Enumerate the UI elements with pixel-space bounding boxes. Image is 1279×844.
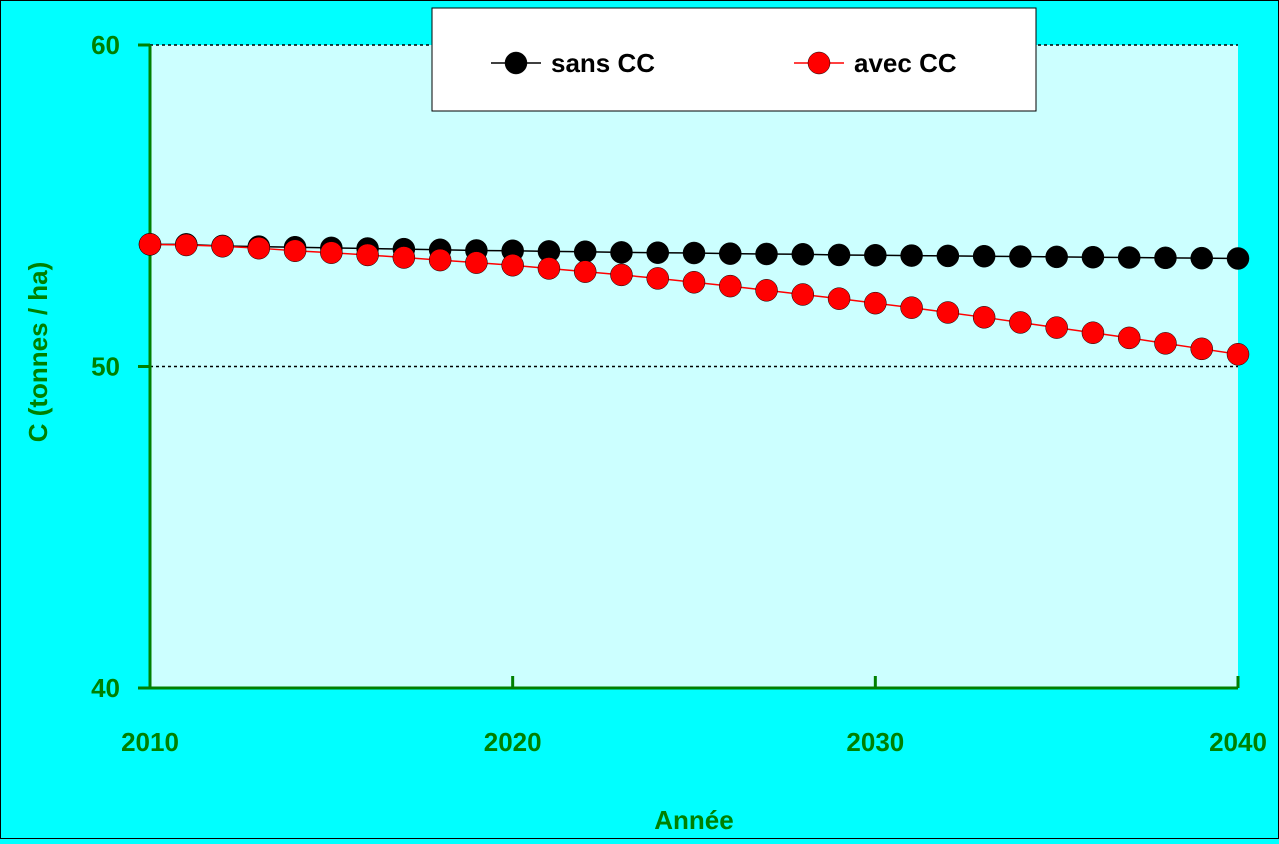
data-point-avec-cc-2010: [138, 233, 162, 256]
data-point-sans-cc-2023: [610, 241, 633, 264]
data-point-avec-cc-2027: [755, 279, 778, 302]
data-point-sans-cc-2026: [719, 242, 742, 265]
data-point-avec-cc-2018: [428, 248, 452, 272]
grid-lines: [150, 44, 1238, 368]
data-point-sans-cc-2036: [1081, 245, 1105, 269]
data-point-sans-cc-2037: [1117, 246, 1141, 269]
x-tick-label-2010: 2010: [121, 727, 179, 757]
axes: 40 50 60 2010 2020 2030 2040: [91, 30, 1267, 757]
data-point-avec-cc-2011: [175, 233, 198, 257]
data-point-avec-cc-2013: [247, 236, 271, 260]
x-tick-label-2040: 2040: [1209, 727, 1267, 757]
data-point-sans-cc-2032: [936, 244, 960, 268]
x-tick-label-2020: 2020: [484, 727, 542, 757]
data-point-sans-cc-2022: [573, 240, 597, 263]
y-tick-label-40: 40: [91, 673, 120, 703]
data-point-avec-cc-2025: [682, 271, 706, 294]
legend-label-avec-cc: avec CC: [854, 48, 957, 78]
data-point-sans-cc-2035: [1045, 245, 1068, 269]
data-point-sans-cc-2027: [755, 242, 778, 266]
data-point-avec-cc-2026: [719, 274, 742, 298]
data-point-avec-cc-2040: [1226, 343, 1250, 366]
data-point-avec-cc-2029: [827, 287, 851, 310]
data-point-sans-cc-2030: [864, 244, 887, 267]
y-axis-label: C (tonnes / ha): [23, 262, 53, 443]
data-point-avec-cc-2023: [610, 263, 633, 287]
data-point-sans-cc-2038: [1154, 246, 1177, 270]
data-point-avec-cc-2031: [900, 296, 923, 319]
data-point-sans-cc-2034: [1009, 245, 1032, 268]
data-point-sans-cc-2024: [646, 241, 669, 264]
data-point-sans-cc-2025: [682, 241, 706, 265]
data-point-sans-cc-2033: [972, 244, 996, 268]
x-axis-label: Année: [654, 805, 733, 835]
legend-box: [431, 7, 1037, 112]
legend: sans CC avec CC: [431, 7, 1037, 112]
data-point-sans-cc-2039: [1190, 246, 1213, 270]
data-point-avec-cc-2034: [1009, 311, 1032, 334]
data-point-avec-cc-2035: [1045, 316, 1068, 339]
data-point-sans-cc-2031: [900, 244, 923, 267]
data-point-avec-cc-2032: [936, 301, 960, 324]
legend-label-sans-cc: sans CC: [551, 48, 655, 78]
data-point-avec-cc-2036: [1081, 321, 1105, 344]
data-point-avec-cc-2033: [972, 306, 996, 329]
data-point-avec-cc-2012: [211, 235, 234, 258]
y-tick-label-60: 60: [91, 30, 120, 60]
data-point-avec-cc-2030: [864, 291, 887, 315]
data-point-avec-cc-2024: [646, 267, 669, 290]
series-avec-cc: [138, 233, 1250, 366]
data-point-avec-cc-2022: [573, 260, 597, 283]
x-tick-label-2030: 2030: [846, 727, 904, 757]
data-point-avec-cc-2039: [1190, 337, 1213, 361]
data-point-avec-cc-2038: [1154, 332, 1177, 355]
data-point-avec-cc-2021: [537, 257, 561, 280]
data-point-avec-cc-2037: [1117, 326, 1141, 350]
data-point-avec-cc-2017: [392, 246, 416, 269]
legend-marker-sans-cc: [504, 51, 528, 75]
data-point-avec-cc-2016: [356, 243, 379, 267]
y-tick-label-50: 50: [91, 352, 120, 382]
data-point-avec-cc-2028: [791, 283, 815, 306]
data-point-sans-cc-2040: [1226, 247, 1250, 270]
data-point-avec-cc-2014: [283, 239, 307, 263]
series-group: [138, 233, 1250, 366]
data-point-avec-cc-2020: [501, 253, 524, 277]
legend-marker-avec-cc: [807, 51, 831, 75]
data-point-avec-cc-2019: [465, 251, 488, 274]
data-point-sans-cc-2028: [791, 243, 815, 266]
data-point-sans-cc-2029: [827, 243, 851, 267]
data-point-avec-cc-2015: [320, 241, 343, 264]
